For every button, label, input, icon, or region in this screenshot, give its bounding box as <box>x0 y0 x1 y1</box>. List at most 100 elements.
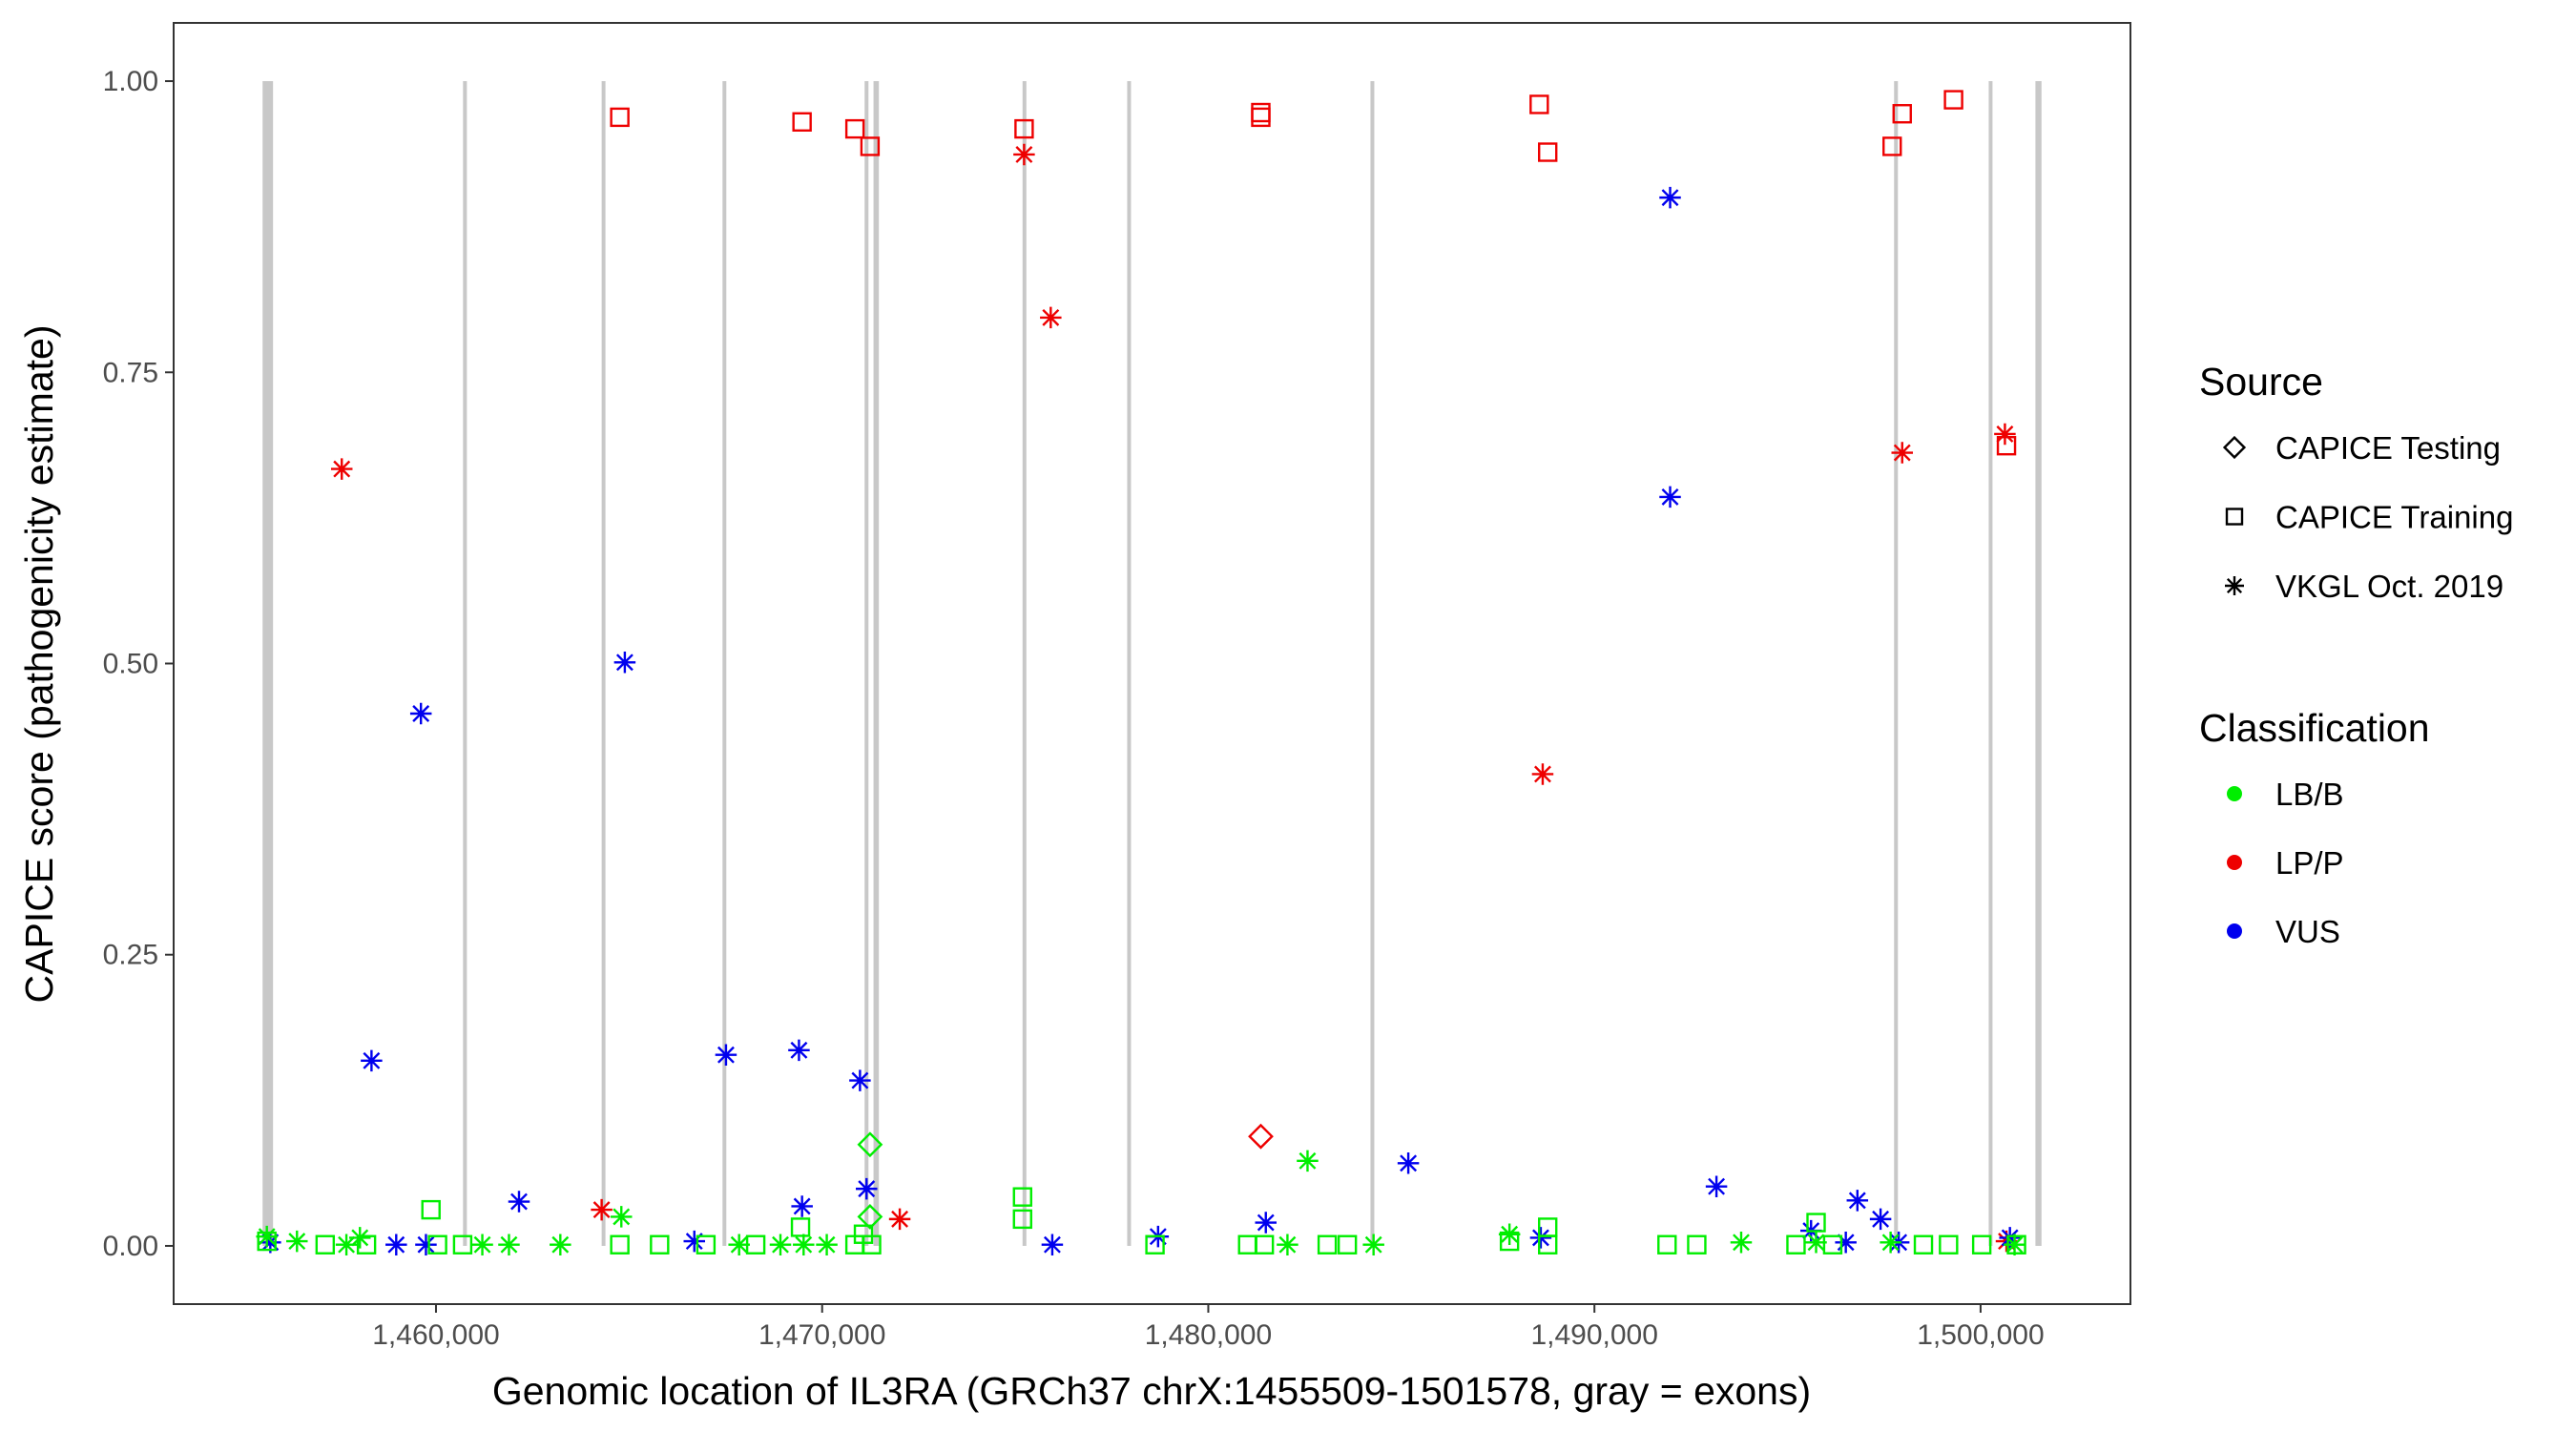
data-point-training-lbb <box>745 1234 766 1255</box>
data-point-training-lpp <box>1892 104 1912 124</box>
legend-dot-icon <box>2227 923 2242 939</box>
x-axis: 1,460,000 1,470,000 1,480,000 1,490,000 1,50… <box>372 1304 2045 1351</box>
exon-band <box>1022 81 1027 1246</box>
data-point-vkgl-vus <box>508 1191 530 1213</box>
data-point-training-lbb <box>452 1234 473 1255</box>
x-tick-label: 1,480,000 <box>1145 1319 1272 1351</box>
data-point-training-lbb <box>696 1234 717 1255</box>
data-point-training-lbb <box>1145 1234 1165 1255</box>
data-point-training-lbb <box>1254 1234 1275 1255</box>
exon-band <box>601 81 606 1246</box>
legend-class-label: LP/P <box>2275 845 2344 881</box>
data-point-vkgl-vus <box>849 1069 871 1091</box>
data-point-vkgl-vus <box>1659 186 1681 209</box>
legend-square-icon <box>2225 508 2244 526</box>
data-point-training-lbb <box>315 1234 336 1255</box>
data-point-vkgl-vus <box>791 1195 813 1217</box>
data-point-testing-lpp <box>1248 1123 1274 1150</box>
data-point-training-lbb <box>790 1217 811 1237</box>
data-point-vkgl-lpp <box>1040 306 1062 329</box>
data-point-vkgl-lbb <box>471 1234 493 1255</box>
legend-source-title: Source <box>2199 360 2323 404</box>
data-point-training-lbb <box>862 1234 882 1255</box>
data-point-vkgl-lbb <box>816 1234 838 1255</box>
legend-source-label: CAPICE Testing <box>2275 430 2501 466</box>
data-point-training-lbb <box>427 1234 447 1255</box>
data-point-vkgl-lpp <box>330 458 353 480</box>
data-point-training-lbb <box>1012 1209 1032 1230</box>
data-point-vkgl-vus <box>715 1044 737 1066</box>
data-point-training-lpp <box>1538 142 1558 162</box>
data-point-vkgl-lpp <box>1994 423 2016 446</box>
data-point-training-lpp <box>1014 118 1034 139</box>
data-point-training-lpp <box>844 118 865 139</box>
data-point-training-lbb <box>356 1234 377 1255</box>
data-point-training-lbb <box>1317 1234 1338 1255</box>
exon-band <box>262 81 274 1246</box>
exon-band <box>1894 81 1899 1246</box>
exon-bands <box>262 81 2042 1246</box>
data-point-vkgl-lpp <box>591 1198 613 1221</box>
data-point-vkgl-vus <box>1846 1190 1869 1212</box>
data-point-training-lbb <box>1913 1234 1934 1255</box>
data-point-vkgl-lbb <box>256 1225 278 1248</box>
data-point-testing-lbb <box>857 1131 883 1158</box>
data-point-vkgl-lbb <box>1297 1150 1319 1172</box>
x-tick-label: 1,490,000 <box>1530 1319 1657 1351</box>
data-point-vkgl-lbb <box>1730 1232 1753 1254</box>
data-point-training-lbb <box>1538 1234 1558 1255</box>
x-axis-title: Genomic location of IL3RA (GRCh37 chrX:1… <box>492 1369 1811 1413</box>
exon-band <box>1370 81 1375 1246</box>
data-point-training-lbb <box>610 1234 630 1255</box>
data-point-training-lbb <box>2006 1234 2026 1255</box>
data-point-training-lpp <box>1882 136 1902 156</box>
legend-class-label: VUS <box>2275 914 2340 949</box>
data-point-vkgl-vus <box>683 1230 705 1253</box>
data-point-training-lbb <box>1806 1213 1826 1233</box>
x-tick-label: 1,470,000 <box>758 1319 885 1351</box>
exon-band <box>722 81 727 1246</box>
data-point-testing-lbb <box>857 1204 883 1230</box>
data-point-vkgl-lbb <box>498 1234 520 1255</box>
data-point-vkgl-vus <box>1835 1232 1857 1254</box>
data-point-training-lbb <box>1012 1187 1032 1207</box>
data-point-vkgl-vus <box>385 1234 407 1255</box>
legend: Source CAPICE Testing CAPICE Training VKGL… <box>2199 360 2513 949</box>
data-point-training-lbb <box>1939 1234 1959 1255</box>
data-point-vkgl-vus <box>856 1177 878 1200</box>
y-tick-label: 0.25 <box>103 940 158 971</box>
data-point-vkgl-vus <box>1529 1227 1552 1249</box>
data-point-training-lbb <box>1657 1234 1677 1255</box>
legend-class-label: LB/B <box>2275 777 2344 812</box>
data-point-vkgl-vus <box>613 652 636 674</box>
data-point-training-lbb <box>650 1234 670 1255</box>
data-point-vkgl-vus <box>1255 1212 1278 1234</box>
data-point-vkgl-vus <box>1397 1152 1420 1174</box>
legend-dot-icon <box>2227 786 2242 801</box>
y-tick-label: 0.50 <box>103 649 158 680</box>
exon-band <box>1127 81 1132 1246</box>
data-point-vkgl-lbb <box>348 1227 371 1249</box>
data-point-training-lpp <box>610 107 630 128</box>
data-point-training-lpp <box>792 112 812 132</box>
data-points <box>256 90 2026 1255</box>
data-point-vkgl-lpp <box>1891 442 1914 464</box>
data-point-training-lpp <box>860 136 881 156</box>
data-point-vkgl-lpp <box>888 1208 911 1231</box>
data-point-vkgl-lbb <box>611 1206 633 1228</box>
data-point-vkgl-vus <box>788 1039 810 1062</box>
data-point-vkgl-lbb <box>1880 1232 1901 1254</box>
data-point-training-lbb <box>257 1231 277 1252</box>
data-point-training-lpp <box>1251 107 1271 128</box>
x-tick-label: 1,460,000 <box>372 1319 499 1351</box>
data-point-vkgl-lpp <box>1531 763 1554 785</box>
data-point-vkgl-vus <box>260 1232 281 1254</box>
y-axis: 0.00 0.25 0.50 0.75 1.00 <box>103 66 174 1262</box>
legend-diamond-icon <box>2222 435 2247 460</box>
y-tick-label: 0.00 <box>103 1231 158 1262</box>
y-axis-title: CAPICE score (pathogenicity estimate) <box>17 325 61 1004</box>
data-point-vkgl-lbb <box>1362 1234 1384 1255</box>
data-point-vkgl-lbb <box>335 1234 358 1255</box>
exon-band <box>2035 81 2042 1246</box>
data-point-training-lbb <box>1337 1234 1358 1255</box>
